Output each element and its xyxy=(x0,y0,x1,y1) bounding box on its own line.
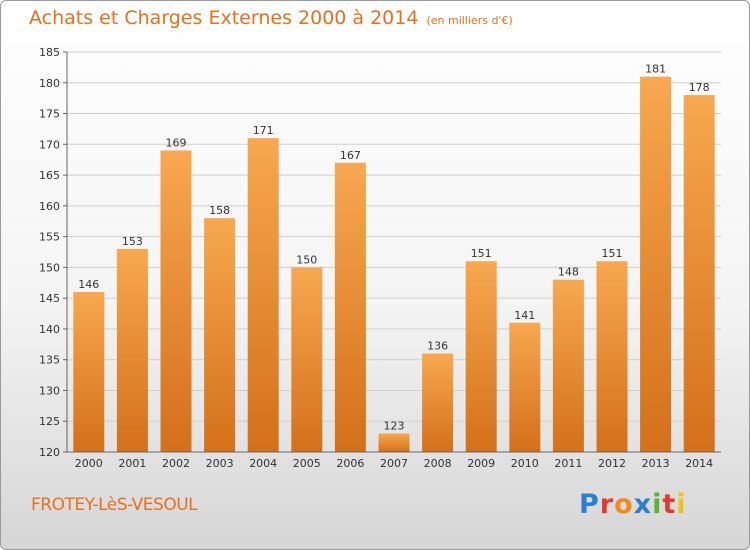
bar-2006 xyxy=(334,162,366,452)
value-label-2012: 151 xyxy=(602,247,623,260)
y-tick-label: 130 xyxy=(39,384,60,397)
bars: 146 153 169 158 171 150 167 123 136 151 141 148 151 1… xyxy=(73,63,715,453)
chart-title-text: Achats et Charges Externes 2000 à 2014 xyxy=(29,7,419,29)
value-label-2004: 171 xyxy=(253,124,274,137)
y-tick-label: 175 xyxy=(39,108,60,121)
x-tick-label-2007: 2007 xyxy=(380,457,408,470)
proxiti-logo: Proxiti xyxy=(579,489,687,520)
y-tick-label: 165 xyxy=(39,169,60,182)
y-tick-label: 135 xyxy=(39,354,60,367)
bar-2003 xyxy=(204,218,236,452)
x-tick-label-2014: 2014 xyxy=(685,457,713,470)
value-label-2010: 141 xyxy=(514,309,535,322)
value-label-2013: 181 xyxy=(645,63,666,76)
value-label-2005: 150 xyxy=(296,253,317,266)
y-tick-label: 185 xyxy=(39,46,60,59)
bar-2008 xyxy=(422,353,454,452)
value-label-2011: 148 xyxy=(558,266,579,279)
x-axis: 2000 2001 2002 2003 2004 2005 2006 2007 2008 2009… xyxy=(67,451,721,470)
x-tick-label-2006: 2006 xyxy=(336,457,364,470)
x-tick-label-2003: 2003 xyxy=(206,457,234,470)
value-label-2002: 169 xyxy=(166,136,187,149)
y-tick-label: 180 xyxy=(39,77,60,90)
bar-2002 xyxy=(160,150,192,452)
x-tick-label-2001: 2001 xyxy=(118,457,146,470)
value-label-2007: 123 xyxy=(384,420,405,433)
chart-unit: (en milliers d'€) xyxy=(426,14,513,27)
y-tick-label: 155 xyxy=(39,231,60,244)
x-tick-label-2013: 2013 xyxy=(642,457,670,470)
y-tick-label: 170 xyxy=(39,138,60,151)
y-tick-label: 125 xyxy=(39,415,60,428)
value-label-2006: 167 xyxy=(340,149,361,162)
x-tick-label-2008: 2008 xyxy=(424,457,452,470)
chart-title: Achats et Charges Externes 2000 à 2014 (e… xyxy=(29,7,513,29)
value-label-2009: 151 xyxy=(471,247,492,260)
x-tick-label-2011: 2011 xyxy=(554,457,582,470)
y-tick-label: 120 xyxy=(39,446,60,459)
bar-2000 xyxy=(73,292,105,452)
bar-2001 xyxy=(116,248,148,452)
value-label-2000: 146 xyxy=(78,278,99,291)
bar-2004 xyxy=(247,138,279,452)
value-label-2001: 153 xyxy=(122,235,143,248)
y-tick-label: 150 xyxy=(39,261,60,274)
x-tick-label-2004: 2004 xyxy=(249,457,277,470)
bar-2009 xyxy=(465,261,497,452)
y-tick-label: 140 xyxy=(39,323,60,336)
y-tick-label: 160 xyxy=(39,200,60,213)
value-label-2008: 136 xyxy=(427,340,448,353)
value-label-2014: 178 xyxy=(689,81,710,94)
value-label-2003: 158 xyxy=(209,204,230,217)
bar-2010 xyxy=(509,322,541,452)
bar-2007 xyxy=(378,433,410,452)
bar-2013 xyxy=(640,76,672,452)
bar-2012 xyxy=(596,261,628,452)
x-tick-label-2009: 2009 xyxy=(467,457,495,470)
x-tick-label-2012: 2012 xyxy=(598,457,626,470)
y-tick-label: 145 xyxy=(39,292,60,305)
y-axis: 120 125 130 135 140 145 150 155 160 165 170 175 180 1… xyxy=(39,46,68,459)
town-name: FROTEY-LèS-VESOUL xyxy=(31,495,198,515)
bar-2014 xyxy=(683,95,715,453)
x-tick-label-2005: 2005 xyxy=(293,457,321,470)
x-tick-label-2002: 2002 xyxy=(162,457,190,470)
bar-2005 xyxy=(291,267,323,452)
bar-2011 xyxy=(552,279,584,452)
x-tick-label-2010: 2010 xyxy=(511,457,539,470)
x-tick-label-2000: 2000 xyxy=(75,457,103,470)
